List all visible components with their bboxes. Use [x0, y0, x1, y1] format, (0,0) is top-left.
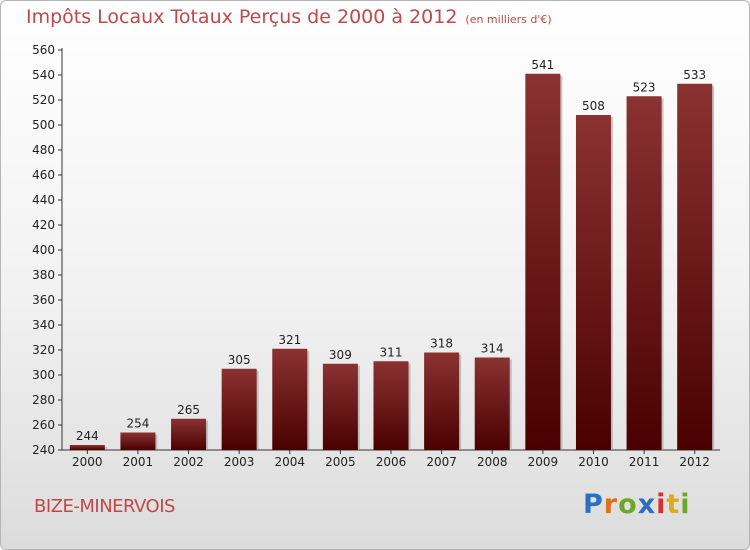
- bar-2003: [221, 368, 257, 450]
- value-label-2008: 314: [481, 342, 504, 356]
- y-tick-label: 560: [32, 43, 55, 57]
- x-tick-label-2005: 2005: [325, 455, 356, 469]
- chart-unit: (en milliers d'€): [465, 13, 552, 26]
- y-tick-label: 280: [32, 393, 55, 407]
- x-tick-label-2007: 2007: [426, 455, 457, 469]
- value-label-2005: 309: [329, 348, 352, 362]
- y-tick-label: 420: [32, 218, 55, 232]
- brand-letter: r: [603, 489, 619, 520]
- y-tick-label: 500: [32, 118, 55, 132]
- chart-labels: 244 2000 254 2001 265 2002 305 2003 321 2004 309 20…: [72, 58, 710, 469]
- y-tick-label: 520: [32, 93, 55, 107]
- value-label-2011: 523: [633, 80, 656, 94]
- bar-2009: [525, 73, 561, 450]
- y-tick-label: 320: [32, 343, 55, 357]
- y-tick-label: 400: [32, 243, 55, 257]
- brand-letter: t: [666, 489, 681, 520]
- value-label-2001: 254: [126, 417, 149, 431]
- bar-2000: [69, 445, 105, 450]
- bar-2012: [677, 83, 713, 450]
- value-label-2000: 244: [76, 429, 99, 443]
- x-tick-label-2006: 2006: [376, 455, 407, 469]
- brand-letter: o: [618, 489, 638, 520]
- y-tick-label: 460: [32, 168, 55, 182]
- bar-2007: [424, 352, 460, 450]
- y-tick-label: 360: [32, 293, 55, 307]
- value-label-2002: 265: [177, 403, 200, 417]
- y-tick-label: 240: [32, 443, 55, 457]
- y-tick-label: 340: [32, 318, 55, 332]
- bar-2006: [373, 361, 409, 450]
- commune-name: BIZE-MINERVOIS: [34, 496, 175, 517]
- x-tick-label-2012: 2012: [679, 455, 710, 469]
- bar-2002: [171, 418, 207, 450]
- y-tick-label: 480: [32, 143, 55, 157]
- value-label-2006: 311: [380, 345, 403, 359]
- value-label-2003: 305: [228, 353, 251, 367]
- x-tick-label-2010: 2010: [578, 455, 609, 469]
- chart-title-block: Impôts Locaux Totaux Perçus de 2000 à 20…: [26, 6, 552, 28]
- x-tick-label-2004: 2004: [274, 455, 305, 469]
- value-label-2004: 321: [278, 333, 301, 347]
- x-tick-label-2002: 2002: [173, 455, 204, 469]
- x-tick-label-2011: 2011: [629, 455, 660, 469]
- brand-letter: x: [637, 489, 657, 520]
- value-label-2009: 541: [531, 58, 554, 72]
- bar-2004: [272, 348, 308, 450]
- bar-2008: [474, 357, 510, 450]
- x-tick-label-2009: 2009: [528, 455, 559, 469]
- x-tick-label-2000: 2000: [72, 455, 103, 469]
- bar-2011: [626, 96, 662, 450]
- bar-2005: [322, 363, 358, 450]
- y-tick-label: 540: [32, 68, 55, 82]
- bar-2010: [575, 115, 611, 450]
- x-tick-label-2008: 2008: [477, 455, 508, 469]
- x-tick-label-2001: 2001: [123, 455, 154, 469]
- bar-2001: [120, 432, 156, 450]
- brand-letter: P: [583, 489, 604, 520]
- y-tick-label: 260: [32, 418, 55, 432]
- chart-title: Impôts Locaux Totaux Perçus de 2000 à 20…: [26, 6, 458, 28]
- y-tick-label: 300: [32, 368, 55, 382]
- y-tick-label: 440: [32, 193, 55, 207]
- value-label-2010: 508: [582, 99, 605, 113]
- value-label-2007: 318: [430, 337, 453, 351]
- proxiti-logo: Proxiti: [583, 489, 691, 520]
- chart-axes: 240 260 280 300 320 340 360 380 400 420 440 460 480 5…: [32, 43, 720, 457]
- chart-bars: [69, 73, 715, 450]
- brand-letter: i: [656, 489, 667, 520]
- x-tick-label-2003: 2003: [224, 455, 255, 469]
- y-tick-label: 380: [32, 268, 55, 282]
- value-label-2012: 533: [683, 68, 706, 82]
- brand-letter: i: [680, 489, 691, 520]
